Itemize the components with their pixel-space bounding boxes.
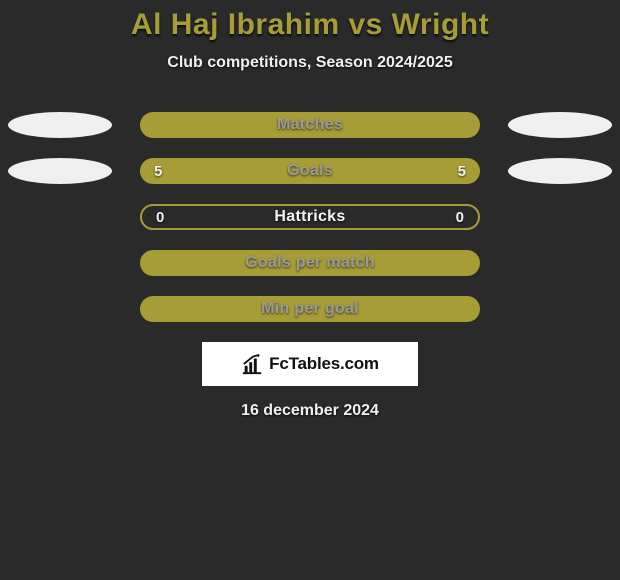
stat-label: Min per goal [261, 300, 359, 318]
bar-chart-icon [241, 353, 263, 375]
comparison-infographic: Al Haj Ibrahim vs Wright Club competitio… [0, 0, 620, 420]
comparison-row: 5 Goals 5 [0, 158, 620, 184]
right-value: 5 [458, 163, 466, 180]
comparison-row: Matches [0, 112, 620, 138]
left-value: 0 [156, 209, 164, 226]
right-ellipse [508, 112, 612, 138]
logo-text: FcTables.com [269, 354, 379, 374]
stat-label: Hattricks [274, 208, 345, 226]
right-spacer [508, 250, 612, 276]
stat-bar: 0 Hattricks 0 [140, 204, 480, 230]
stat-bar: Matches [140, 112, 480, 138]
date-label: 16 december 2024 [0, 402, 620, 420]
stat-bar: 5 Goals 5 [140, 158, 480, 184]
left-spacer [8, 250, 112, 276]
logo-box: FcTables.com [202, 342, 418, 386]
page-title: Al Haj Ibrahim vs Wright [0, 8, 620, 42]
right-spacer [508, 204, 612, 230]
comparison-row: Min per goal [0, 296, 620, 322]
left-ellipse [8, 112, 112, 138]
stat-bar: Goals per match [140, 250, 480, 276]
left-value: 5 [154, 163, 162, 180]
right-spacer [508, 296, 612, 322]
left-spacer [8, 296, 112, 322]
page-subtitle: Club competitions, Season 2024/2025 [0, 54, 620, 72]
comparison-row: Goals per match [0, 250, 620, 276]
stat-label: Matches [277, 116, 343, 134]
stat-bar: Min per goal [140, 296, 480, 322]
comparison-row: 0 Hattricks 0 [0, 204, 620, 230]
right-value: 0 [456, 209, 464, 226]
stat-label: Goals [287, 162, 333, 180]
right-ellipse [508, 158, 612, 184]
stat-label: Goals per match [245, 254, 375, 272]
left-spacer [8, 204, 112, 230]
comparison-rows: Matches 5 Goals 5 0 Hattricks 0 Goals per match… [0, 112, 620, 322]
left-ellipse [8, 158, 112, 184]
